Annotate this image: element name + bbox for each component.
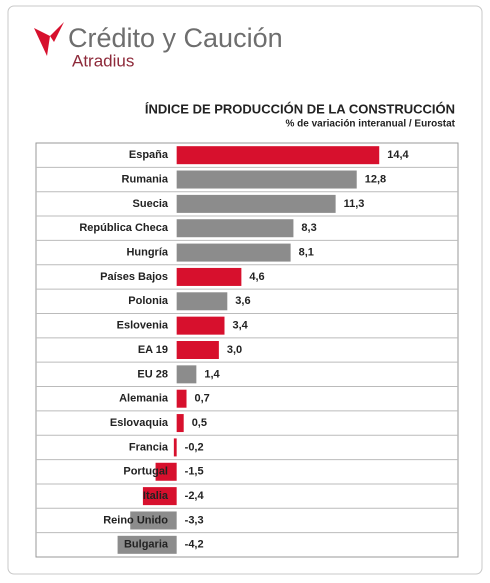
category-label: Eslovaquia bbox=[110, 417, 169, 429]
category-label: España bbox=[129, 149, 169, 161]
bar bbox=[130, 511, 177, 530]
frame bbox=[7, 5, 483, 575]
value-label: -1,5 bbox=[185, 466, 204, 478]
value-label: 4,6 bbox=[249, 271, 264, 283]
plot-frame bbox=[35, 142, 459, 558]
bar bbox=[173, 438, 177, 457]
category-label: Bulgaria bbox=[124, 539, 169, 551]
value-label: 0,7 bbox=[195, 393, 210, 405]
value-label: 0,5 bbox=[192, 417, 207, 429]
bar bbox=[176, 243, 291, 262]
bar bbox=[176, 219, 294, 238]
sub-brand: Atradius bbox=[72, 51, 134, 70]
logo-icon bbox=[34, 22, 64, 56]
category-label: EU 28 bbox=[137, 368, 168, 380]
bar bbox=[155, 462, 177, 481]
value-label: -2,4 bbox=[185, 490, 205, 502]
value-label: 3,4 bbox=[232, 320, 248, 332]
brand: Crédito y Caución bbox=[68, 23, 283, 53]
category-label: Polonia bbox=[128, 295, 169, 307]
category-label: Países Bajos bbox=[100, 271, 168, 283]
bar bbox=[117, 535, 177, 554]
category-label: Hungría bbox=[126, 246, 168, 258]
bar bbox=[176, 341, 219, 359]
value-label: 8,3 bbox=[301, 222, 316, 234]
category-label: Eslovenia bbox=[117, 320, 169, 332]
chart-title: ÍNDICE DE PRODUCCIÓN DE LA CONSTRUCCIÓN bbox=[145, 101, 455, 116]
bar bbox=[176, 414, 184, 433]
value-label: 11,3 bbox=[344, 198, 365, 210]
category-label: EA 19 bbox=[138, 344, 168, 356]
value-label: -3,3 bbox=[185, 514, 204, 526]
bar bbox=[176, 292, 228, 311]
bar bbox=[176, 146, 380, 165]
value-label: 12,8 bbox=[365, 173, 386, 185]
value-label: 8,1 bbox=[299, 246, 314, 258]
bar bbox=[176, 194, 336, 213]
category-label: Suecia bbox=[133, 198, 169, 210]
category-label: Portugal bbox=[123, 466, 168, 478]
value-label: -4,2 bbox=[185, 539, 204, 551]
bar bbox=[176, 170, 357, 189]
value-label: 14,4 bbox=[387, 149, 409, 161]
category-label: Rumania bbox=[122, 173, 169, 185]
value-label: 3,0 bbox=[227, 344, 242, 356]
value-label: -0,2 bbox=[185, 441, 204, 453]
category-label: Reino Unido bbox=[103, 514, 168, 526]
category-label: Francia bbox=[129, 441, 169, 453]
bar bbox=[176, 365, 197, 384]
bar bbox=[176, 267, 242, 286]
category-label: Italia bbox=[143, 490, 169, 502]
value-label: 1,4 bbox=[204, 368, 220, 380]
bar bbox=[142, 487, 177, 506]
bar bbox=[176, 316, 225, 335]
value-label: 3,6 bbox=[235, 295, 250, 307]
category-label: Alemania bbox=[119, 393, 169, 405]
category-label: República Checa bbox=[79, 222, 169, 234]
chart-subtitle: % de variación interanual / Eurostat bbox=[286, 119, 456, 130]
bar bbox=[176, 389, 187, 408]
